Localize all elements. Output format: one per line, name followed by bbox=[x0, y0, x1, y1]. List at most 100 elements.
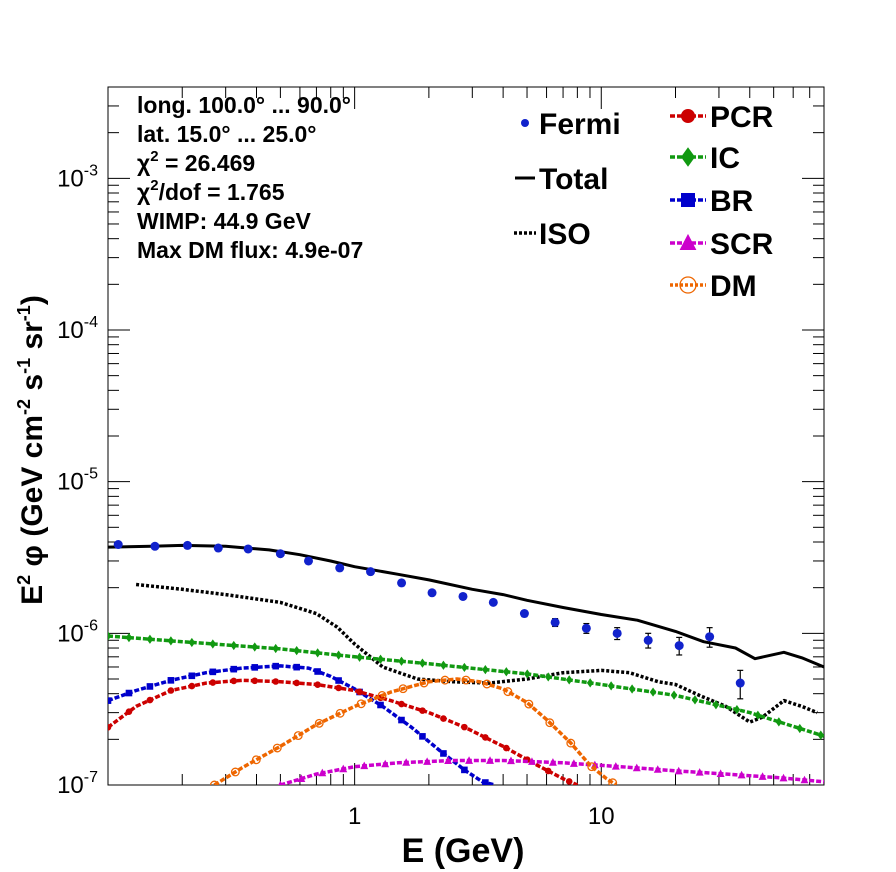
series-marker-scr bbox=[360, 761, 369, 770]
series-marker-scr bbox=[674, 766, 683, 775]
series-layer bbox=[108, 543, 824, 785]
series-marker-ic bbox=[628, 684, 636, 694]
series-marker-ic bbox=[108, 631, 112, 641]
series-marker-pcr bbox=[230, 677, 238, 685]
series-marker-ic bbox=[565, 675, 573, 685]
series-line-iso bbox=[135, 582, 818, 724]
fermi-point bbox=[397, 578, 407, 588]
series-marker-br bbox=[188, 672, 196, 680]
series-marker-scr bbox=[779, 773, 788, 782]
series-marker-ic bbox=[146, 634, 154, 644]
series-marker-br bbox=[108, 697, 112, 704]
series-marker-scr bbox=[507, 756, 515, 765]
legend-label-total: Total bbox=[539, 163, 608, 196]
info-line: lat. 15.0° ... 25.0° bbox=[137, 121, 317, 147]
series-line-dm bbox=[213, 677, 618, 785]
series-marker-ic bbox=[775, 717, 783, 727]
fermi-point bbox=[275, 549, 285, 559]
legend-label-iso: ISO bbox=[539, 218, 591, 251]
series-marker-ic bbox=[335, 650, 342, 660]
legend-marker-pcr bbox=[681, 109, 695, 123]
series-marker-dm bbox=[440, 675, 450, 685]
fermi-point bbox=[427, 588, 437, 598]
series-marker-dm bbox=[398, 684, 408, 694]
series-marker-scr bbox=[800, 775, 809, 784]
legend-label-dm: DM bbox=[710, 270, 757, 303]
x-tick-label: 1 bbox=[348, 803, 361, 830]
legend-marker-br bbox=[681, 193, 695, 207]
series-marker-dm bbox=[335, 708, 345, 718]
legend-symbol-fermi bbox=[521, 119, 529, 127]
fermi-point bbox=[243, 544, 253, 554]
series-marker-scr bbox=[527, 757, 536, 765]
fermi-points-layer bbox=[113, 540, 745, 700]
series-marker-ic bbox=[419, 658, 426, 668]
fermi-point bbox=[643, 635, 653, 645]
series-marker-pcr bbox=[419, 707, 426, 714]
series-marker-ic bbox=[398, 656, 405, 666]
series-marker-pcr bbox=[272, 678, 280, 685]
series-marker-dm bbox=[230, 767, 240, 777]
y-tick-label: 10-6 bbox=[57, 617, 98, 647]
y-tick-label: 10-5 bbox=[57, 466, 98, 496]
legend-marker-dm bbox=[679, 276, 697, 294]
series-marker-ic bbox=[377, 654, 384, 664]
info-line: Max DM flux: 4.9e-07 bbox=[137, 237, 363, 263]
series-marker-dm bbox=[293, 731, 303, 741]
series-marker-ic bbox=[125, 633, 133, 643]
series-marker-dm bbox=[482, 679, 492, 689]
series-marker-ic bbox=[586, 678, 594, 688]
series-marker-scr bbox=[486, 756, 494, 764]
y-tick-label: 10-4 bbox=[57, 314, 98, 344]
fermi-point bbox=[458, 591, 468, 601]
legend-label-pcr: PCR bbox=[710, 101, 774, 134]
fermi-point bbox=[735, 678, 745, 688]
fermi-point bbox=[366, 567, 376, 577]
series-marker-dm bbox=[545, 718, 555, 728]
series-marker-br bbox=[314, 668, 321, 675]
series-line-ic bbox=[108, 634, 824, 738]
series-line-total bbox=[108, 543, 824, 669]
series-marker-dm bbox=[356, 699, 366, 709]
legend-label-fermi: Fermi bbox=[539, 108, 621, 141]
series-marker-dm bbox=[503, 687, 513, 697]
series-marker-ic bbox=[523, 669, 531, 679]
fermi-point bbox=[705, 632, 715, 642]
y-tick-label: 10-3 bbox=[57, 162, 98, 192]
series-marker-scr bbox=[318, 768, 327, 777]
series-marker-scr bbox=[737, 770, 746, 779]
series-marker-scr bbox=[339, 764, 348, 773]
series-marker-ic bbox=[796, 723, 804, 734]
series-marker-dm bbox=[461, 675, 471, 685]
series-marker-scr bbox=[381, 759, 390, 768]
fermi-point bbox=[519, 609, 529, 619]
fermi-point bbox=[550, 617, 560, 627]
series-marker-pcr bbox=[188, 682, 196, 690]
series-marker-br bbox=[398, 716, 405, 724]
series-marker-dm bbox=[608, 778, 618, 785]
series-marker-ic bbox=[167, 636, 175, 646]
series-marker-ic bbox=[733, 705, 741, 715]
fermi-point bbox=[182, 540, 192, 550]
series-marker-dm bbox=[377, 691, 387, 700]
series-marker-dm bbox=[314, 718, 324, 728]
series-marker-pcr bbox=[565, 778, 573, 785]
info-line: long. 100.0° ... 90.0° bbox=[137, 92, 351, 118]
series-marker-dm bbox=[419, 678, 429, 688]
series-marker-pcr bbox=[482, 734, 489, 741]
fermi-point bbox=[335, 563, 345, 573]
series-marker-scr bbox=[632, 763, 641, 772]
fermi-point bbox=[213, 543, 223, 553]
series-marker-pcr bbox=[251, 677, 259, 685]
fermi-point bbox=[303, 556, 313, 566]
series-marker-pcr bbox=[335, 684, 342, 692]
series-marker-scr bbox=[548, 758, 557, 766]
series-marker-pcr bbox=[544, 767, 552, 775]
fermi-point bbox=[674, 641, 684, 651]
series-marker-ic bbox=[461, 662, 468, 673]
series-marker-scr bbox=[297, 774, 306, 782]
series-marker-dm bbox=[251, 755, 261, 765]
series-marker-dm bbox=[587, 762, 597, 772]
y-tick-label: 10-7 bbox=[57, 769, 98, 799]
